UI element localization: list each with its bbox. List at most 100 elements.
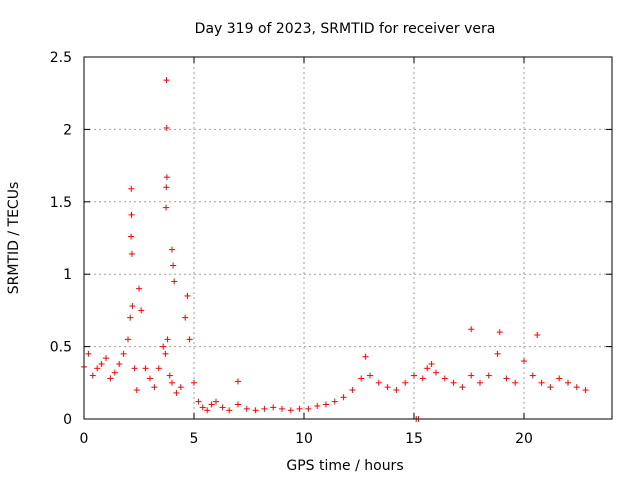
data-points — [81, 77, 589, 422]
y-tick-label: 0 — [63, 412, 72, 428]
data-point — [103, 355, 109, 362]
data-point — [191, 379, 197, 386]
y-tick-label: 2.5 — [50, 50, 72, 66]
x-tick-label: 10 — [295, 431, 313, 447]
data-point — [314, 402, 321, 409]
data-point — [173, 389, 180, 396]
y-axis-label: SRMTID / TECUs — [6, 182, 22, 295]
data-point — [184, 292, 191, 299]
data-point — [128, 185, 135, 192]
data-point — [128, 211, 135, 218]
data-point — [162, 350, 169, 357]
data-point — [85, 350, 92, 357]
data-point — [468, 326, 475, 333]
x-axis-label: GPS time / hours — [286, 458, 403, 474]
data-point — [163, 124, 170, 131]
data-point — [538, 379, 545, 386]
data-point — [565, 379, 571, 386]
data-point — [128, 250, 135, 257]
data-point — [477, 379, 483, 386]
data-point — [375, 379, 382, 386]
x-tick-label: 5 — [190, 431, 199, 447]
data-point — [323, 401, 329, 408]
data-point — [129, 303, 136, 310]
data-point — [226, 407, 233, 414]
data-point — [186, 336, 193, 343]
data-point — [163, 174, 170, 181]
data-point — [166, 372, 173, 379]
data-point — [340, 394, 347, 401]
data-point — [485, 372, 492, 379]
data-point — [402, 379, 409, 386]
data-point — [98, 360, 105, 367]
data-point — [235, 378, 241, 385]
data-point — [358, 375, 365, 382]
data-point — [170, 262, 177, 269]
data-point — [125, 336, 131, 343]
data-point — [411, 372, 417, 379]
data-point — [235, 401, 241, 408]
data-point — [138, 307, 145, 314]
data-point — [243, 405, 250, 412]
data-point — [459, 384, 466, 391]
x-tick-label: 15 — [405, 431, 423, 447]
data-point — [496, 329, 503, 336]
data-point — [199, 404, 206, 411]
data-point — [213, 398, 219, 405]
data-point — [428, 360, 435, 367]
x-tick-label: 0 — [80, 431, 89, 447]
data-point — [287, 407, 294, 414]
data-point — [142, 365, 149, 372]
data-point — [195, 398, 202, 405]
data-point — [111, 369, 118, 376]
data-point — [494, 350, 501, 357]
y-tick-label: 1.5 — [50, 195, 72, 211]
data-point — [151, 384, 158, 391]
data-point — [556, 375, 563, 382]
data-point — [163, 204, 170, 211]
data-point — [441, 375, 448, 382]
data-point — [547, 384, 554, 391]
y-tick-label: 2 — [63, 122, 72, 138]
data-point — [367, 372, 373, 379]
data-point — [169, 246, 175, 253]
data-point — [127, 314, 134, 321]
data-point — [163, 184, 170, 191]
data-point — [261, 405, 268, 412]
data-point — [116, 360, 123, 367]
data-point — [384, 384, 391, 391]
data-point — [362, 353, 369, 360]
x-tick-label: 20 — [515, 431, 533, 447]
axis-ticks — [83, 56, 612, 420]
data-point — [582, 387, 589, 394]
data-point — [521, 358, 527, 365]
data-point — [163, 77, 170, 84]
y-tick-label: 1 — [63, 267, 72, 283]
data-point — [529, 372, 536, 379]
data-point — [573, 384, 580, 391]
data-point — [331, 398, 338, 405]
data-point — [349, 387, 356, 394]
data-point — [120, 350, 127, 357]
data-point — [147, 375, 153, 382]
tick-labels: 0 5 10 15 20 0 0.5 1 1.5 2 2.5 — [50, 50, 533, 447]
data-point — [450, 379, 457, 386]
data-point — [270, 404, 277, 411]
data-point — [131, 365, 138, 372]
chart-title: Day 319 of 2023, SRMTID for receiver ver… — [195, 21, 496, 37]
data-point — [171, 278, 178, 285]
plot-frame — [83, 56, 613, 420]
data-point — [534, 332, 541, 339]
data-point — [208, 401, 215, 408]
data-point — [164, 336, 171, 343]
data-point — [177, 384, 184, 391]
data-point — [468, 372, 475, 379]
data-point — [219, 404, 226, 411]
data-point — [393, 387, 400, 394]
data-point — [433, 369, 439, 376]
data-point — [252, 407, 259, 414]
data-point — [89, 372, 96, 379]
data-point — [155, 365, 162, 372]
data-point — [279, 405, 285, 412]
